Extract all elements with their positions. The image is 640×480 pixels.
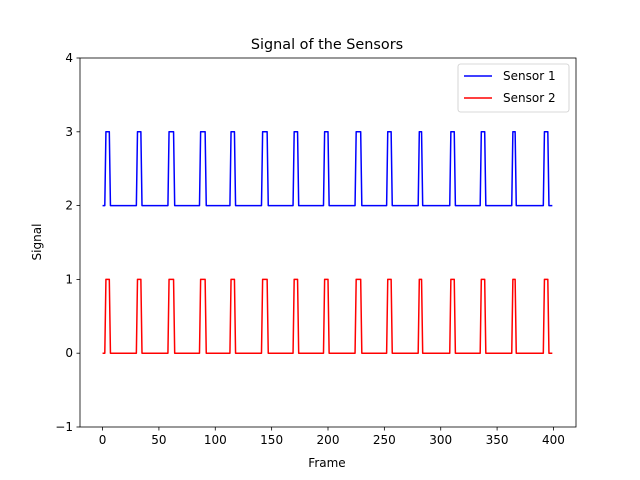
legend-label-2: Sensor 2 (503, 91, 556, 105)
legend-label-1: Sensor 1 (503, 69, 556, 83)
x-tick-label: 150 (260, 433, 283, 447)
y-tick-label: 4 (65, 51, 73, 65)
y-axis-title: Signal (30, 224, 44, 261)
x-tick-label: 250 (373, 433, 396, 447)
x-tick-label: 350 (486, 433, 509, 447)
series-line-1 (102, 131, 553, 207)
y-tick-label: 0 (65, 346, 73, 360)
x-tick-label: 50 (151, 433, 166, 447)
plot-area: 0 50 100 150 200 250 300 350 400 −1 0 1 2 3 4 (55, 51, 577, 447)
x-axis-title: Frame (308, 456, 345, 470)
legend: Sensor 1 Sensor 2 (457, 63, 570, 113)
x-tick-label: 400 (542, 433, 565, 447)
y-tick-label: 3 (65, 125, 73, 139)
y-tick-label: −1 (55, 420, 73, 434)
series-line-2 (102, 278, 553, 354)
x-tick-label: 0 (99, 433, 107, 447)
x-tick-label: 100 (204, 433, 227, 447)
chart-title: Signal of the Sensors (251, 37, 403, 53)
x-tick-label: 300 (429, 433, 452, 447)
y-tick-label: 2 (65, 199, 73, 213)
y-tick-label: 1 (65, 272, 73, 286)
x-tick-label: 200 (317, 433, 340, 447)
